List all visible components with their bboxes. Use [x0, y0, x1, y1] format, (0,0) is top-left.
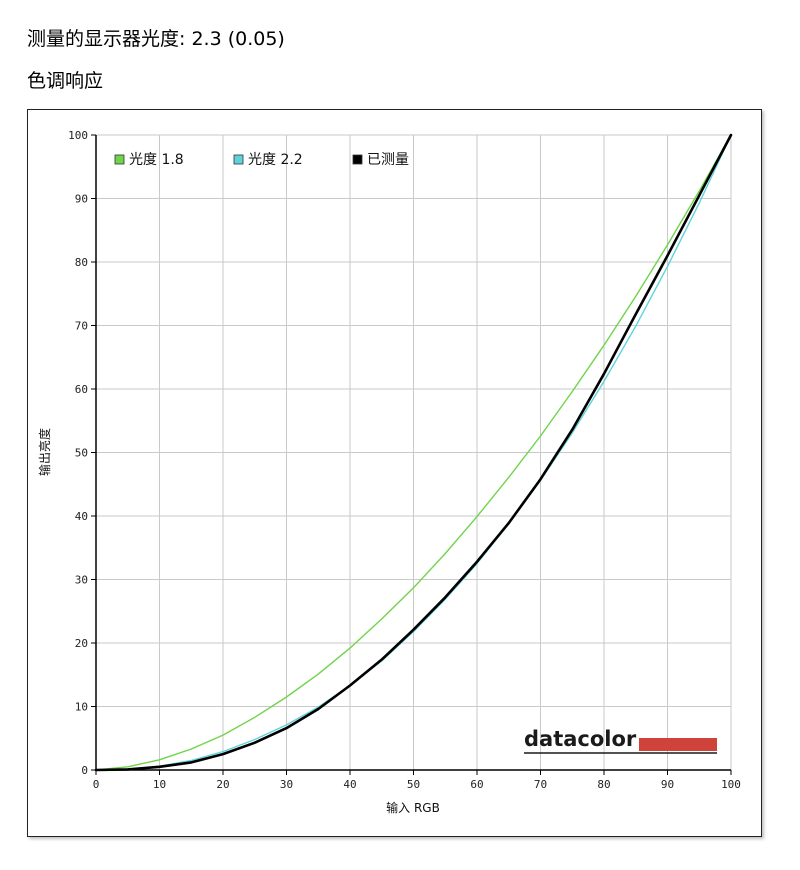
- grid: [96, 134, 732, 770]
- x-tick-label: 70: [534, 778, 547, 791]
- x-tick-label: 20: [216, 778, 229, 791]
- tone-response-chart: 0 10 20 30 40 50 60 70 80 90 100 0 10 20 30 40 50 60 70 80 9…: [27, 109, 762, 837]
- y-axis-title: 输出亮度: [37, 428, 52, 476]
- x-tick-label: 90: [661, 778, 674, 791]
- y-tick-label: 0: [81, 764, 88, 777]
- y-tick-label: 50: [75, 447, 88, 460]
- datacolor-logo: datacolor: [524, 727, 717, 754]
- legend-swatch: [114, 154, 125, 165]
- chart-svg: 0 10 20 30 40 50 60 70 80 90 100 0 10 20 30 40 50 60 70 80 9…: [37, 129, 741, 815]
- legend-swatch: [352, 154, 363, 165]
- section-title: 色调响应: [27, 70, 104, 92]
- x-tick-label: 80: [597, 778, 610, 791]
- legend-swatch: [233, 154, 244, 165]
- y-tick-label: 70: [75, 320, 88, 333]
- legend-label: 光度 2.2: [248, 152, 303, 168]
- y-tick-label: 30: [75, 574, 88, 587]
- y-tick-label: 90: [75, 193, 88, 206]
- y-tick-label: 100: [68, 129, 88, 142]
- measured-gamma-heading: 测量的显示器光度: 2.3 (0.05): [27, 28, 285, 50]
- legend-label: 光度 1.8: [129, 152, 184, 168]
- series-line-1: [95, 134, 732, 771]
- x-axis-title: 输入 RGB: [386, 800, 440, 815]
- series-line-2: [95, 134, 732, 771]
- x-tick-label: 100: [721, 778, 741, 791]
- x-tick-label: 60: [470, 778, 483, 791]
- legend-label: 已测量: [367, 152, 409, 168]
- x-tick-label: 40: [343, 778, 356, 791]
- y-tick-label: 60: [75, 383, 88, 396]
- series-lines: [94, 133, 733, 772]
- y-tick-label: 20: [75, 637, 88, 650]
- x-tick-label: 30: [280, 778, 293, 791]
- y-tick-label: 10: [75, 701, 88, 714]
- axes: [95, 135, 731, 771]
- datacolor-logo-bar: [639, 738, 717, 751]
- tick-labels: 0 10 20 30 40 50 60 70 80 90 100 0 10 20 30 40 50 60 70 80 9…: [68, 129, 741, 791]
- x-tick-label: 10: [153, 778, 166, 791]
- y-tick-label: 80: [75, 256, 88, 269]
- x-tick-label: 0: [93, 778, 100, 791]
- x-tick-label: 50: [407, 778, 420, 791]
- legend: 光度 1.8 光度 2.2 已测量: [114, 152, 409, 168]
- datacolor-logo-text: datacolor: [524, 727, 637, 751]
- series-line-3: [94, 133, 733, 772]
- y-tick-label: 40: [75, 510, 88, 523]
